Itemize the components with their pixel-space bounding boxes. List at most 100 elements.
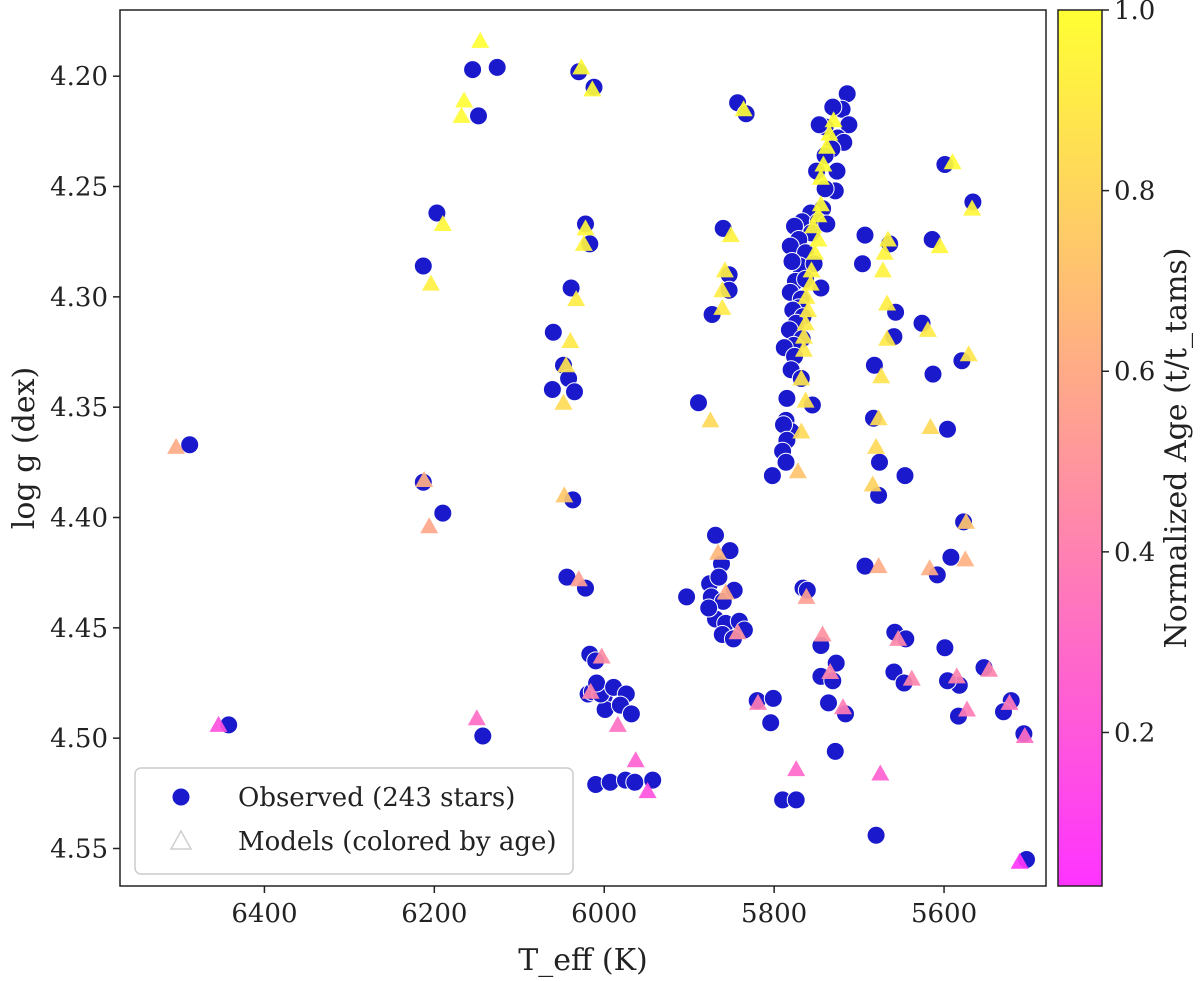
model-point	[947, 667, 966, 684]
observed-point	[677, 587, 697, 607]
observed-point	[565, 382, 584, 402]
model-point	[804, 217, 823, 234]
model-point	[626, 751, 645, 768]
observed-point	[469, 106, 488, 126]
model-point	[554, 393, 573, 410]
model-point	[555, 486, 574, 503]
model-point	[415, 471, 434, 487]
colorbar-ticks: 0.2 0.4 0.6 0.8 1.0	[1102, 0, 1155, 748]
model-point	[814, 155, 833, 172]
x-tick-label: 6000	[571, 899, 637, 929]
model-point	[918, 320, 937, 337]
y-tick-label: 4.45	[50, 614, 108, 644]
legend-label-models: Models (colored by age)	[238, 827, 557, 857]
model-point	[980, 660, 999, 677]
observed-point	[776, 452, 796, 472]
x-axis: 6400 6200 6000 5800 5600	[231, 886, 977, 929]
model-point	[561, 332, 580, 348]
observed-point	[487, 57, 507, 77]
observed-point	[819, 693, 838, 713]
colorbar-tick-label: 0.6	[1114, 357, 1155, 387]
model-point	[963, 199, 982, 216]
x-axis-label: T_eff (K)	[518, 943, 647, 978]
observed-point	[762, 466, 782, 486]
observed-point	[413, 256, 433, 276]
observed-point	[706, 525, 725, 545]
model-point	[721, 226, 740, 243]
model-point	[574, 234, 593, 251]
model-point	[902, 669, 921, 686]
plot-area	[167, 31, 1036, 869]
model-point	[209, 715, 228, 732]
observed-point	[543, 322, 563, 342]
model-point	[713, 281, 732, 298]
model-point	[567, 290, 586, 307]
y-tick-label: 4.50	[50, 724, 108, 754]
model-point	[863, 475, 882, 492]
legend-marker-models	[169, 829, 193, 850]
model-point	[797, 587, 816, 604]
model-point	[792, 422, 811, 439]
model-point	[813, 625, 832, 642]
observed-point	[699, 598, 719, 618]
observed-point	[463, 60, 483, 80]
observed-point	[625, 772, 645, 792]
model-point	[709, 543, 728, 560]
model-point	[787, 760, 806, 777]
model-point	[715, 261, 734, 278]
model-point	[869, 557, 888, 574]
observed-point	[866, 825, 886, 845]
model-point	[455, 91, 474, 108]
model-point	[728, 623, 747, 640]
y-tick-label: 4.55	[50, 834, 108, 864]
model-point	[943, 153, 962, 170]
model-point	[821, 663, 840, 679]
model-point	[467, 709, 486, 726]
model-point	[471, 31, 490, 48]
model-point	[878, 294, 897, 311]
observed-point	[941, 547, 961, 567]
observed-point	[689, 393, 708, 413]
observed-point	[855, 225, 875, 245]
y-tick-label: 4.40	[50, 504, 108, 534]
model-point	[921, 418, 940, 434]
model-point	[801, 274, 820, 291]
model-point	[794, 340, 813, 357]
colorbar-tick-label: 0.2	[1114, 718, 1155, 748]
model-point	[796, 314, 815, 331]
model-point	[873, 261, 892, 278]
model-point	[608, 715, 627, 732]
observed-point	[870, 452, 889, 472]
x-tick-label: 5800	[741, 899, 807, 929]
model-point	[879, 230, 897, 247]
model-point	[957, 512, 976, 529]
y-tick-label: 4.30	[50, 283, 108, 313]
observed-point	[777, 388, 797, 408]
model-point	[569, 570, 588, 587]
legend-label-observed: Observed (243 stars)	[238, 783, 515, 813]
observed-point	[774, 415, 793, 435]
plot-frame	[119, 9, 1047, 887]
model-point	[581, 682, 600, 699]
observed-point	[621, 704, 641, 724]
colorbar: 0.2 0.4 0.6 0.8 1.0 Normalized Age (t/t_tams…	[1057, 0, 1194, 887]
model-point	[713, 298, 732, 315]
model-point	[872, 367, 891, 384]
observed-point	[782, 252, 802, 271]
colorbar-gradient	[1057, 9, 1103, 887]
model-point	[809, 230, 828, 247]
observed-point	[433, 503, 453, 523]
model-point	[817, 137, 836, 154]
observed-point	[853, 254, 872, 274]
model-point	[572, 58, 591, 75]
observed-point	[864, 355, 884, 375]
observed-point	[809, 115, 829, 135]
observed-point	[923, 364, 943, 384]
colorbar-tick-label: 0.8	[1114, 177, 1155, 207]
model-point	[167, 437, 186, 454]
observed-point	[473, 726, 493, 746]
observed-point	[542, 380, 562, 399]
model-point	[958, 700, 976, 717]
observed-point	[935, 638, 955, 658]
